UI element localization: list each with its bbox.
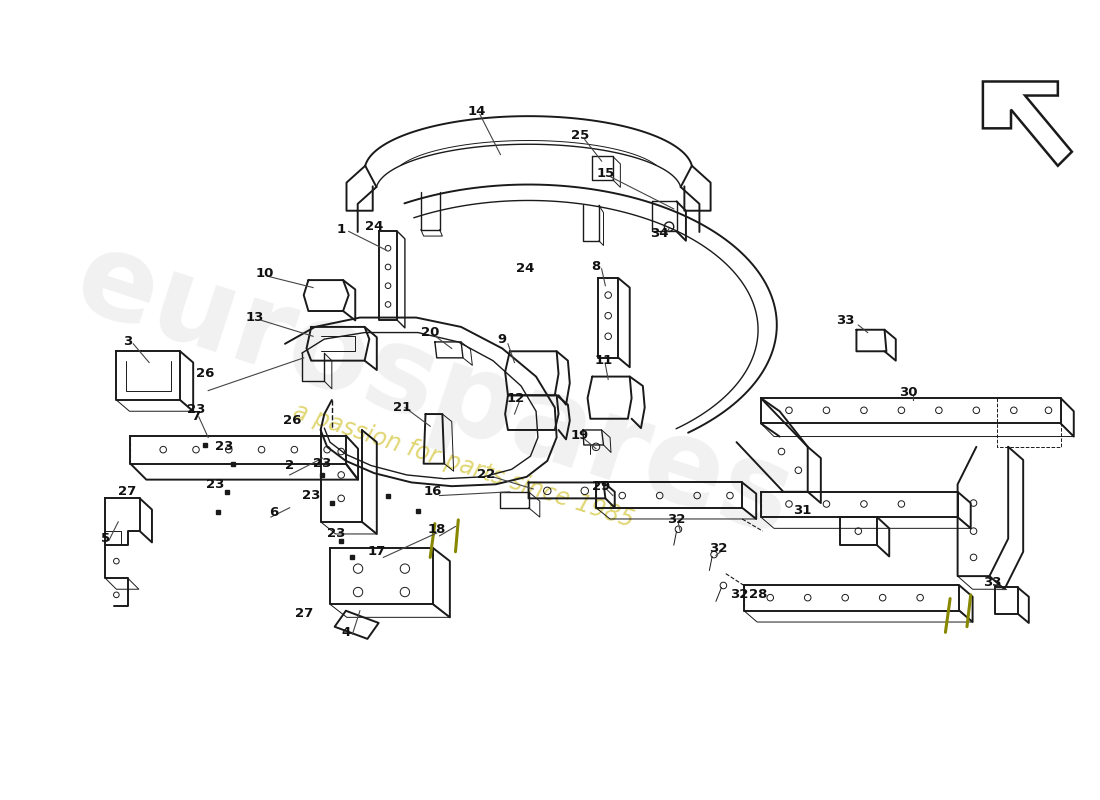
Text: 13: 13 (245, 311, 264, 324)
Text: 1: 1 (337, 223, 345, 236)
Text: 2: 2 (285, 459, 294, 472)
Text: 33: 33 (983, 576, 1001, 589)
Text: 23: 23 (328, 526, 345, 539)
Text: 6: 6 (270, 506, 278, 519)
Text: 23: 23 (214, 440, 233, 454)
Text: 19: 19 (571, 429, 590, 442)
Text: 23: 23 (314, 458, 331, 470)
Text: 31: 31 (793, 504, 812, 517)
Text: 25: 25 (571, 130, 590, 142)
Text: 27: 27 (295, 607, 312, 620)
Text: 12: 12 (506, 392, 525, 405)
Text: 32: 32 (708, 542, 727, 554)
Text: 15: 15 (596, 166, 615, 180)
Text: 5: 5 (100, 532, 110, 545)
Text: 26: 26 (284, 414, 301, 427)
Text: 26: 26 (196, 367, 214, 380)
Text: 23: 23 (206, 478, 224, 491)
Text: 18: 18 (428, 522, 446, 536)
Text: 30: 30 (899, 386, 917, 399)
Text: 27: 27 (119, 486, 136, 498)
Text: a passion for parts since 1985: a passion for parts since 1985 (289, 399, 637, 532)
Text: 24: 24 (516, 262, 534, 275)
Text: 7: 7 (191, 410, 200, 423)
Polygon shape (983, 82, 1071, 166)
Text: 3: 3 (123, 335, 132, 349)
Text: 22: 22 (477, 469, 495, 482)
Text: 32: 32 (730, 588, 748, 602)
Text: 8: 8 (592, 261, 601, 274)
Text: 24: 24 (365, 220, 383, 233)
Text: 4: 4 (341, 626, 351, 639)
Text: 14: 14 (468, 105, 486, 118)
Text: 21: 21 (393, 401, 411, 414)
Text: eurospares: eurospares (63, 221, 807, 561)
Text: 32: 32 (668, 514, 685, 526)
Text: 20: 20 (421, 326, 439, 339)
Text: 23: 23 (187, 403, 206, 416)
Text: 16: 16 (424, 486, 442, 498)
Text: 28: 28 (749, 588, 768, 602)
Text: 23: 23 (302, 489, 320, 502)
Text: 33: 33 (836, 314, 855, 327)
Text: 34: 34 (650, 226, 669, 240)
Text: 17: 17 (367, 546, 386, 558)
Text: 10: 10 (255, 267, 274, 280)
Text: 29: 29 (593, 480, 611, 493)
Text: 9: 9 (498, 333, 507, 346)
Text: 11: 11 (594, 354, 613, 367)
